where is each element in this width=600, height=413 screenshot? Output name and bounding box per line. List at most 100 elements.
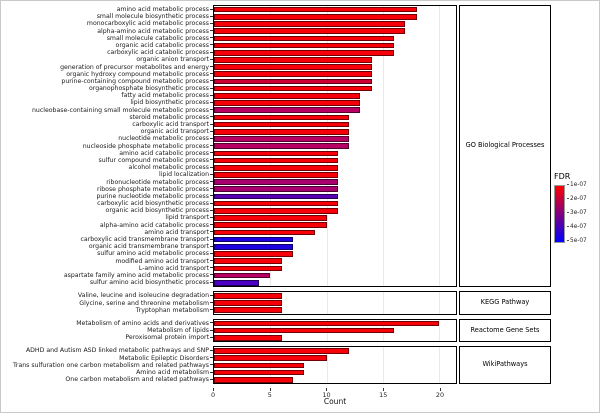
- bar-row: [214, 369, 456, 376]
- bar-row: [214, 78, 456, 85]
- category-label: ribonucleotide metabolic process: [5, 179, 213, 186]
- bar-row: [214, 35, 456, 42]
- category-label: Glycine, serine and threonine metabolism: [5, 300, 213, 307]
- category-label: Metabolic Epileptic Disorders: [5, 355, 213, 362]
- bar: [214, 186, 338, 193]
- category-label: Metabolism of lipids: [5, 327, 213, 334]
- x-tick-mark: [269, 388, 271, 391]
- category-label: carboxylic acid transmembrane transport: [5, 236, 213, 243]
- bar-row: [214, 200, 456, 207]
- x-tick-mark: [383, 388, 385, 391]
- bar-row: [214, 64, 456, 71]
- legend-tick-label: 5e-07: [567, 238, 587, 244]
- category-label: nucleobase-containing small molecule met…: [5, 107, 213, 114]
- legend-colorbar-gradient: [554, 185, 565, 243]
- facet-1: Valine, leucine and isoleucine degradati…: [5, 291, 551, 315]
- bar-row: [214, 355, 456, 362]
- category-label: sulfur amino acid biosynthetic process: [5, 279, 213, 286]
- bar-row: [214, 157, 456, 164]
- bar: [214, 369, 305, 376]
- x-axis-right-spacer: [457, 388, 551, 397]
- bar: [214, 42, 395, 49]
- bar-row: [214, 250, 456, 257]
- x-axis: 0 5 10 15 20: [5, 388, 551, 400]
- legend-tick-labels: 1e-07 2e-07 3e-07 4e-07 5e-07: [567, 182, 595, 244]
- x-tick-label: 10: [322, 391, 331, 400]
- bar-row: [214, 229, 456, 236]
- bar: [214, 193, 338, 200]
- bar: [214, 236, 293, 243]
- plot-panel: [213, 346, 457, 385]
- bar: [214, 71, 372, 78]
- category-label: Amino acid metabolism: [5, 369, 213, 376]
- y-axis-labels: amino acid metabolic process small molecu…: [5, 5, 213, 287]
- bar: [214, 13, 417, 20]
- category-label: amino acid metabolic process: [5, 6, 213, 13]
- x-tick-mark: [213, 388, 214, 391]
- category-label: nucleoside phosphate metabolic process: [5, 143, 213, 150]
- bar: [214, 100, 361, 106]
- category-label: sulfur amino acid metabolic process: [5, 250, 213, 257]
- x-axis-left-spacer: [5, 388, 213, 397]
- bar: [214, 348, 350, 354]
- bar: [214, 327, 395, 334]
- bar-row: [214, 362, 456, 369]
- category-label: amino acid catabolic process: [5, 150, 213, 157]
- bar: [214, 143, 350, 149]
- facet-0: amino acid metabolic process small molecu…: [5, 5, 551, 288]
- gridline: [326, 347, 328, 384]
- category-label: organic acid transmembrane transport: [5, 243, 213, 250]
- category-label: small molecule catabolic process: [5, 35, 213, 42]
- x-tick-label: 15: [379, 391, 388, 400]
- bar: [214, 222, 327, 229]
- x-tick-label: 0: [210, 391, 216, 400]
- bar: [214, 272, 271, 279]
- x-tick-label: 20: [435, 391, 445, 400]
- category-label: monocarboxylic acid metabolic process: [5, 20, 213, 27]
- facet-strip-label: WikiPathways: [459, 346, 551, 385]
- bar: [214, 300, 282, 306]
- category-label: purine-containing compound metabolic pro…: [5, 78, 213, 85]
- facet-3: ADHD and Autism ASD linked metabolic pat…: [5, 346, 551, 385]
- category-label: lipid biosynthetic process: [5, 99, 213, 106]
- bar: [214, 78, 372, 85]
- bar: [214, 243, 293, 250]
- bar: [214, 376, 293, 383]
- bar: [214, 35, 395, 42]
- bar: [214, 150, 338, 157]
- gridline: [439, 319, 441, 342]
- gridline: [439, 347, 441, 384]
- bar-row: [214, 71, 456, 78]
- category-label: sulfur compound metabolic process: [5, 157, 213, 164]
- bar-row: [214, 334, 456, 341]
- category-label: lipid transport: [5, 214, 213, 221]
- legend-body: 1e-07 2e-07 3e-07 4e-07 5e-07: [554, 182, 595, 244]
- bar-row: [214, 307, 456, 314]
- bar: [214, 215, 327, 221]
- bar-row: [214, 214, 456, 221]
- bar: [214, 200, 338, 207]
- category-label: ribose phosphate metabolic process: [5, 186, 213, 193]
- bar-row: [214, 279, 456, 286]
- category-label: lipid localization: [5, 171, 213, 178]
- bar: [214, 179, 338, 185]
- legend-tick-label: 3e-07: [567, 210, 587, 216]
- bar-row: [214, 258, 456, 265]
- bar-row: [214, 107, 456, 114]
- bar-row: [214, 92, 456, 99]
- bar-row: [214, 20, 456, 27]
- category-label: carboxylic acid transport: [5, 121, 213, 128]
- category-label: generation of precursor metabolites and …: [5, 64, 213, 71]
- x-axis-title: Count: [323, 397, 347, 407]
- bar: [214, 229, 316, 236]
- category-label: fatty acid metabolic process: [5, 92, 213, 99]
- category-label: organic hydroxy compound metabolic proce…: [5, 71, 213, 78]
- bar: [214, 121, 350, 128]
- facet-strip-label: GO Biological Processes: [459, 5, 551, 288]
- bar-row: [214, 49, 456, 56]
- category-label: organic anion transport: [5, 56, 213, 63]
- category-label: amino acid transport: [5, 229, 213, 236]
- category-label: nucleotide metabolic process: [5, 135, 213, 142]
- facet-strip-label: KEGG Pathway: [459, 291, 551, 315]
- x-axis-ticks: 0 5 10 15 20: [210, 388, 457, 400]
